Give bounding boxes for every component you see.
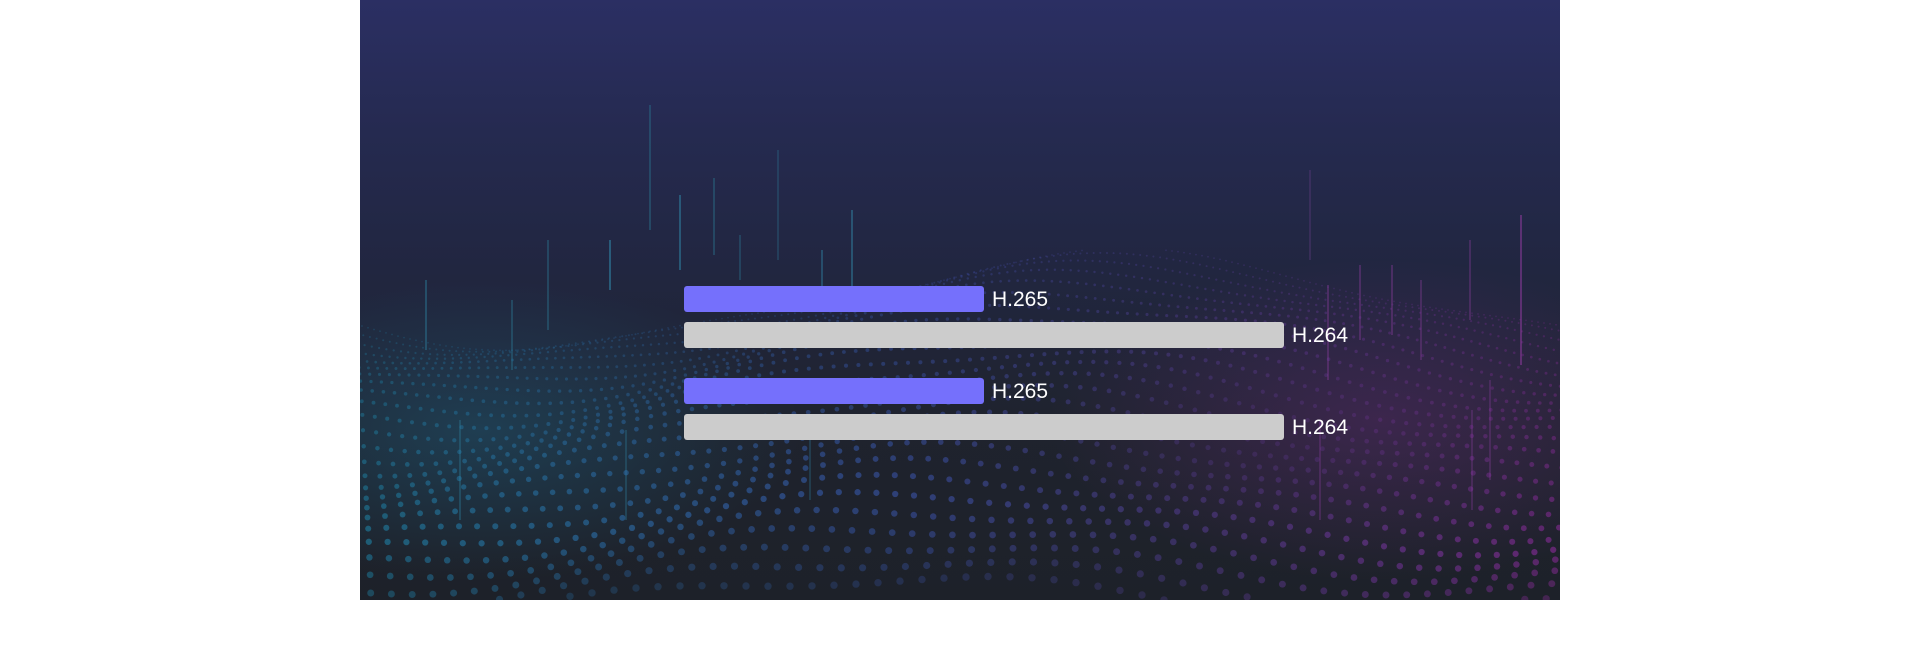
bar-h265-1: [684, 286, 984, 312]
bar-h265-2: [684, 378, 984, 404]
codec-bar-chart: H.265 H.264 H.265 H.264: [684, 286, 1348, 440]
bar-h264-1: [684, 322, 1284, 348]
banner-panel: H.265 H.264 H.265 H.264: [360, 0, 1560, 600]
bar-label: H.265: [992, 380, 1048, 403]
bar-label: H.264: [1292, 416, 1348, 439]
bar-label: H.264: [1292, 324, 1348, 347]
bar-label: H.265: [992, 288, 1048, 311]
left-glow: [360, 280, 800, 580]
bar-h264-2: [684, 414, 1284, 440]
